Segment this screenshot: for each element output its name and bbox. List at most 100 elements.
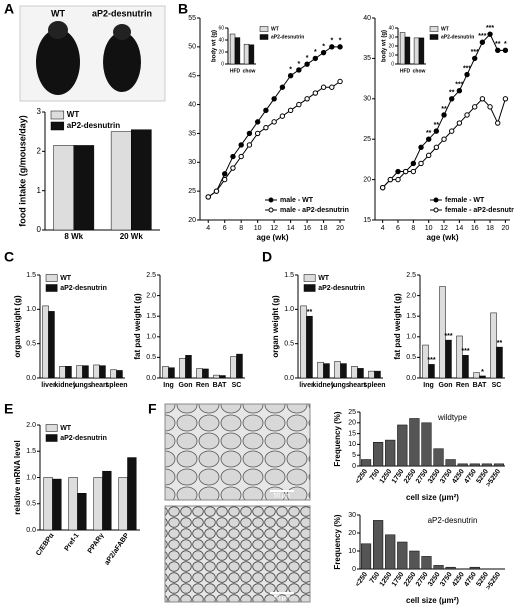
x-tick-label: SC <box>492 382 502 389</box>
legend-label: aP2-desnutrin <box>271 34 304 40</box>
legend-swatch <box>45 424 58 432</box>
x-tick-label: 10 <box>425 225 433 232</box>
marker <box>279 113 286 119</box>
bar <box>99 365 106 379</box>
bar <box>306 315 313 379</box>
legend-label: WT <box>67 110 80 119</box>
bar <box>421 556 432 570</box>
bar <box>439 286 446 379</box>
bar <box>162 366 169 379</box>
marker <box>238 142 244 148</box>
marker <box>464 71 470 78</box>
y-tick-label: 0.5 <box>146 354 156 361</box>
y-tick-label: 1 <box>37 186 42 195</box>
y-axis-label: relative mRNA level <box>13 440 22 514</box>
x-axis-label: age (wk) <box>256 233 288 242</box>
y-axis-label: Frequency (%) <box>333 411 342 466</box>
y-tick-label: 1.5 <box>26 448 36 455</box>
annotation: ** <box>495 41 501 48</box>
x-tick-label: BAT <box>473 382 488 389</box>
y-tick-label: 0 <box>221 61 224 67</box>
annotation: * <box>306 55 309 62</box>
y-tick-label: 0.5 <box>26 341 36 348</box>
x-tick-label: Ren <box>196 382 209 389</box>
annotation: * <box>289 67 292 74</box>
bar <box>110 369 117 379</box>
marker <box>425 152 432 159</box>
marker <box>502 96 509 102</box>
x-tick-label: Ing <box>423 382 434 389</box>
y-tick-label: 1.5 <box>26 272 36 279</box>
bar <box>317 361 324 379</box>
x-axis-label: cell size (μm²) <box>406 596 459 605</box>
x-tick-label: 8 <box>411 225 415 232</box>
y-tick-label: 10 <box>348 548 356 555</box>
x-tick-label: Ren <box>456 382 469 389</box>
marker <box>418 144 424 150</box>
y-axis-label: Frequency (%) <box>333 514 342 569</box>
photo-label: WT <box>51 8 65 18</box>
y-tick-label: 0.5 <box>406 354 416 361</box>
y-tick-label: 2.5 <box>146 272 156 279</box>
bar <box>59 366 66 379</box>
x-tick-label: PPARγ <box>87 532 106 555</box>
bar <box>373 441 384 467</box>
bar <box>76 365 83 379</box>
micrograph: 50 μm 50 μm <box>164 403 311 603</box>
marker <box>379 184 386 191</box>
legend-swatch <box>259 26 269 32</box>
y-tick-label: 0.0 <box>26 375 36 382</box>
marker <box>337 78 343 85</box>
bar <box>229 33 236 65</box>
legend-label: aP2-desnutrin <box>60 285 107 292</box>
annotation: * <box>339 38 342 45</box>
y-tick-label: 40 <box>363 15 371 22</box>
marker <box>287 73 294 79</box>
x-tick-label: 20 <box>336 225 344 232</box>
bar <box>469 463 480 467</box>
y-tick-label: 1.0 <box>26 474 36 481</box>
y-tick-label: 20 <box>388 43 394 49</box>
legend-swatch <box>433 197 439 203</box>
marker <box>271 96 277 102</box>
x-tick-label: 20 Wk <box>120 232 144 241</box>
y-tick-label: 0.0 <box>284 375 294 382</box>
marker <box>487 104 493 110</box>
marker <box>479 96 486 102</box>
y-tick-label: 2.0 <box>26 422 36 429</box>
y-tick-label: 20 <box>363 176 371 183</box>
legend-swatch <box>45 434 58 442</box>
bar <box>457 463 468 467</box>
panel-label: B <box>178 1 188 17</box>
bar <box>118 477 128 531</box>
y-tick-label: 0 <box>352 463 356 470</box>
y-tick-label: 50 <box>188 44 196 51</box>
y-tick-label: 35 <box>363 55 371 62</box>
x-tick-label: 18 <box>320 225 328 232</box>
bar <box>179 357 186 379</box>
annotation: ** <box>426 130 432 137</box>
bar <box>43 477 53 531</box>
y-axis-label: fat pad weight (g) <box>133 293 142 360</box>
bar <box>230 356 237 379</box>
legend-swatch <box>268 207 274 213</box>
bar <box>409 550 420 570</box>
bar <box>469 566 480 570</box>
annotation: *** <box>461 348 469 355</box>
legend-label: WT <box>441 26 449 32</box>
annotation: ** <box>441 106 447 113</box>
bar <box>456 335 463 379</box>
bar <box>418 37 425 65</box>
y-tick-label: 1.5 <box>146 313 156 320</box>
legend-swatch <box>45 284 58 292</box>
legend-label: male - WT <box>280 197 314 204</box>
y-tick-label: 0.5 <box>26 501 36 508</box>
panel-label: A <box>4 1 14 17</box>
bar <box>234 37 241 65</box>
bar <box>248 44 255 65</box>
legend-label: male - aP2-desnutrin <box>280 207 349 214</box>
bar <box>479 375 486 379</box>
y-tick-label: 1.0 <box>406 334 416 341</box>
bar <box>323 363 330 379</box>
x-tick-label: 14 <box>455 225 463 232</box>
